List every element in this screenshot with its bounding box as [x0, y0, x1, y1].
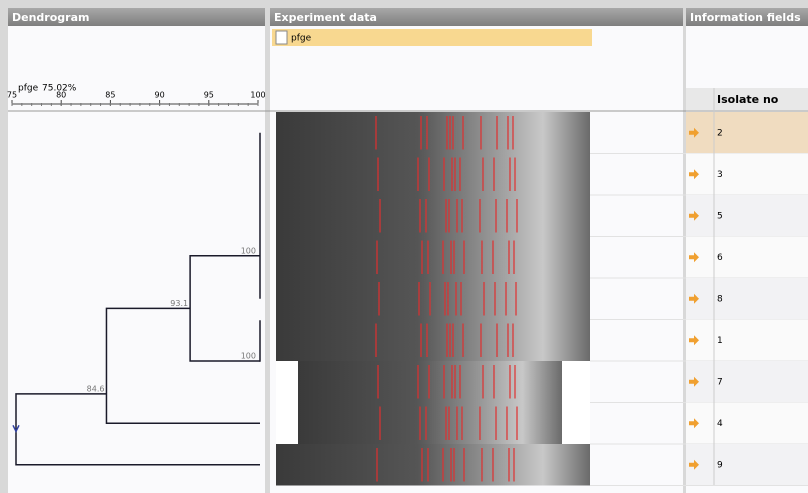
gel-lane: [276, 444, 590, 486]
node-similarity: 100: [241, 246, 256, 255]
isolate-no: 8: [717, 294, 723, 304]
row-background: [686, 278, 808, 320]
isolate-no: 6: [717, 253, 723, 263]
node-similarity: 100: [241, 352, 256, 361]
isolate-no: 9: [717, 460, 723, 470]
experiment-name: pfge: [18, 84, 39, 94]
gel-lane: [276, 278, 590, 320]
app-window: Dendrogram Experiment data Information f…: [0, 0, 808, 493]
row-background: [686, 403, 808, 445]
column-title: Isolate no: [717, 93, 779, 106]
panel-title: Information fields: [690, 11, 801, 24]
row-background: [686, 237, 808, 279]
row-background: [686, 361, 808, 403]
tab-label[interactable]: pfge: [291, 34, 312, 44]
isolate-no: 5: [717, 211, 723, 221]
experiment-tab[interactable]: [272, 29, 592, 46]
gel-lane: [276, 112, 590, 154]
isolate-no: 3: [717, 170, 723, 180]
row-background: [686, 320, 808, 362]
scale-label: 85: [105, 91, 115, 100]
row-background: [686, 195, 808, 237]
panel-title: Experiment data: [274, 11, 377, 24]
isolate-no: 7: [717, 377, 723, 387]
gel-lane: [298, 403, 562, 445]
gel-lane: [276, 154, 590, 196]
isolate-no: 4: [717, 419, 723, 429]
gel-lane: [276, 237, 590, 279]
row-background: [686, 112, 808, 154]
node-similarity: 93.1: [170, 299, 188, 308]
scale-label: 95: [204, 91, 214, 100]
gel-lane: [276, 320, 590, 362]
scale-label: 75: [7, 91, 17, 100]
isolate-no: 2: [717, 128, 723, 138]
node-similarity: 84.6: [87, 384, 105, 393]
row-background: [686, 444, 808, 486]
row-background: [686, 154, 808, 196]
tab-icon: [276, 31, 287, 44]
gel-lane: [276, 195, 590, 237]
scale-label: 90: [155, 91, 165, 100]
panel-title: Dendrogram: [12, 11, 89, 24]
gel-lane: [298, 361, 562, 403]
isolate-no: 1: [717, 336, 723, 346]
scale-label: 100: [250, 91, 265, 100]
scale-label: 80: [56, 91, 66, 100]
